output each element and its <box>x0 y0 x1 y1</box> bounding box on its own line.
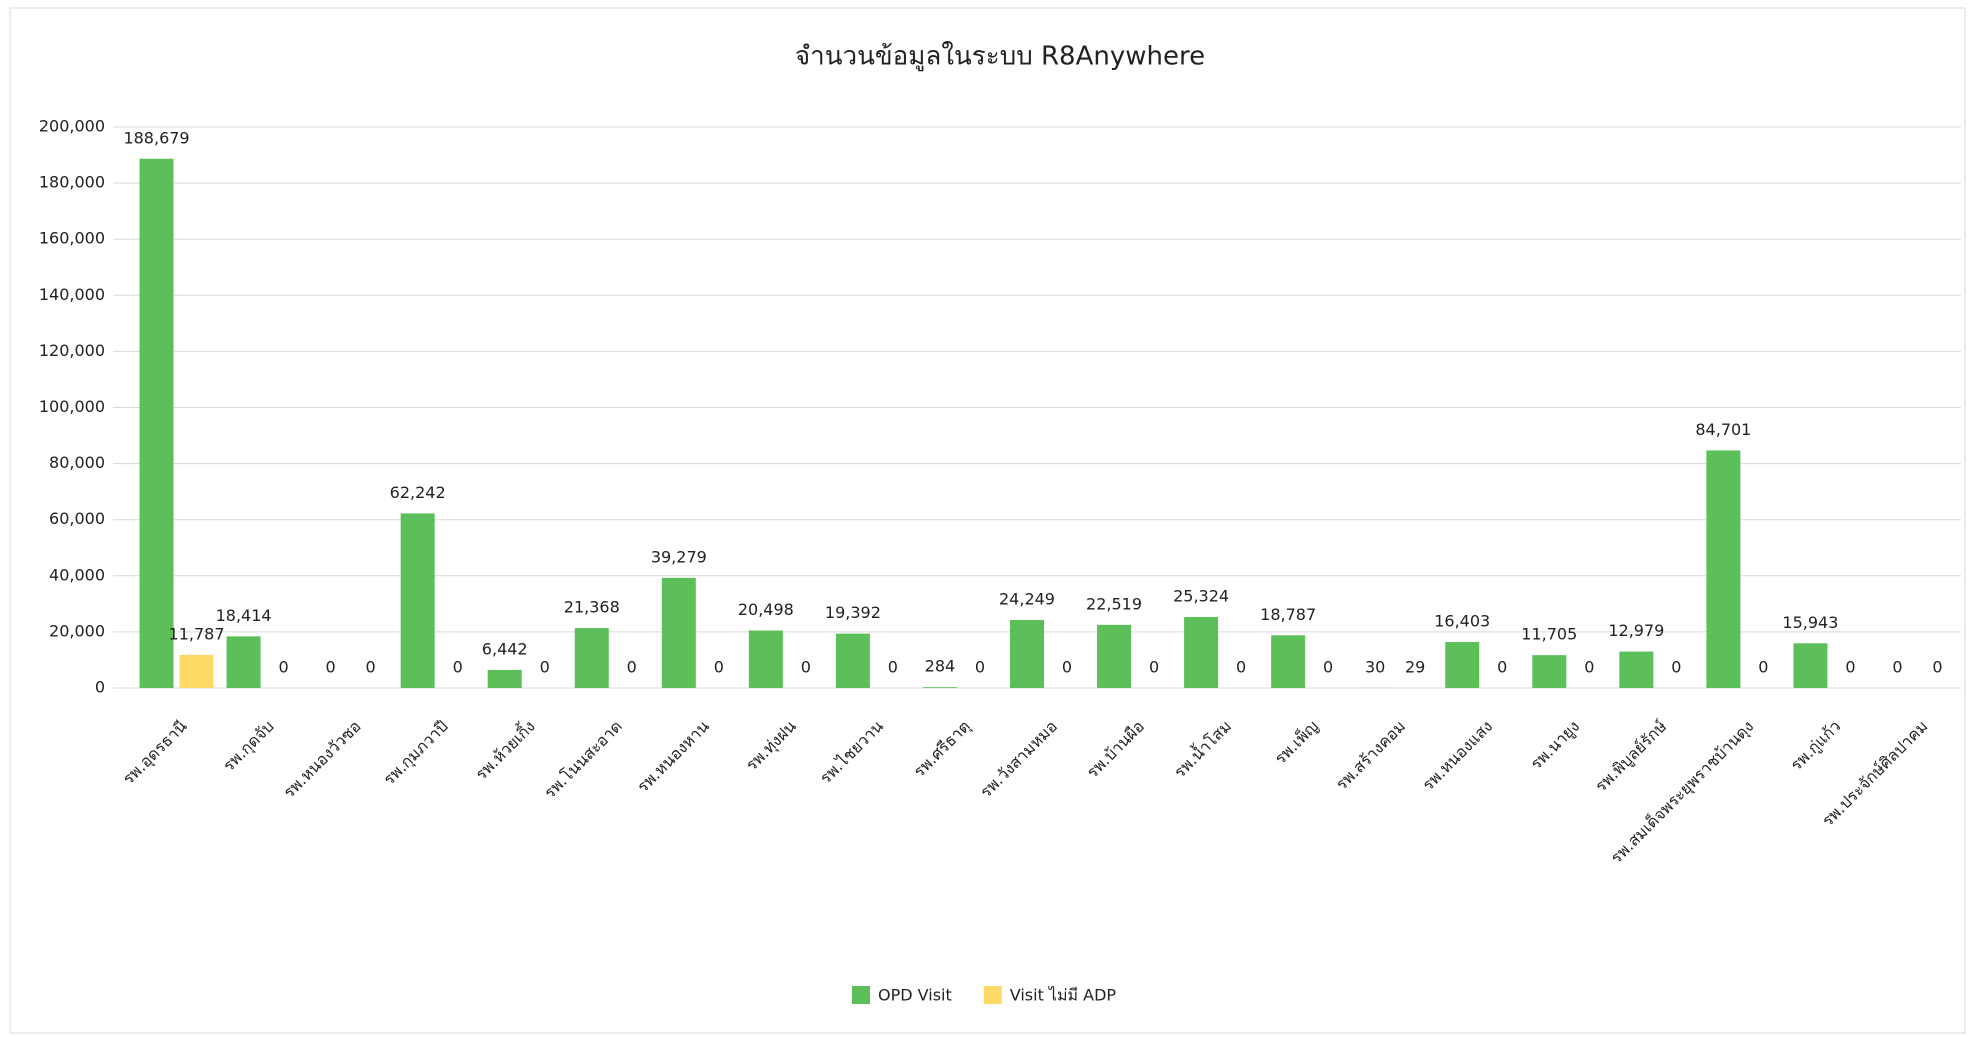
data-label: 0 <box>1845 658 1855 677</box>
data-label: 39,279 <box>651 547 707 566</box>
data-label: 0 <box>278 658 288 677</box>
data-label: 0 <box>1062 658 1072 677</box>
data-label: 0 <box>326 658 336 677</box>
data-label: 20,498 <box>738 600 794 619</box>
bar <box>1619 651 1654 688</box>
data-label: 0 <box>1671 658 1681 677</box>
y-tick-label: 60,000 <box>49 509 105 528</box>
bar <box>1097 624 1132 688</box>
bar <box>487 669 522 688</box>
y-tick-label: 180,000 <box>39 173 105 192</box>
bar <box>226 636 261 688</box>
data-label: 12,979 <box>1608 621 1664 640</box>
data-label: 0 <box>1236 658 1246 677</box>
legend-swatch <box>852 986 870 1004</box>
legend-label: OPD Visit <box>878 986 952 1005</box>
data-label: 0 <box>888 658 898 677</box>
legend-swatch <box>983 986 1002 1004</box>
data-label: 0 <box>714 658 724 677</box>
data-label: 62,242 <box>390 483 446 502</box>
bar <box>1271 635 1306 688</box>
data-label: 24,249 <box>999 589 1055 608</box>
bar <box>835 633 870 688</box>
data-label: 18,787 <box>1260 605 1316 624</box>
data-label: 0 <box>627 658 637 677</box>
data-label: 0 <box>1497 658 1507 677</box>
y-tick-label: 20,000 <box>49 621 105 640</box>
data-label: 0 <box>366 658 376 677</box>
data-label: 0 <box>540 658 550 677</box>
data-label: 0 <box>1758 658 1768 677</box>
data-label: 188,679 <box>123 128 189 147</box>
bar <box>661 577 696 688</box>
y-tick-label: 140,000 <box>39 285 105 304</box>
data-label: 11,705 <box>1521 625 1577 644</box>
data-label: 0 <box>1932 658 1942 677</box>
data-label: 25,324 <box>1173 586 1229 605</box>
bar <box>1793 643 1828 688</box>
data-label: 0 <box>453 658 463 677</box>
data-label: 30 <box>1365 657 1385 676</box>
data-label: 0 <box>1584 658 1594 677</box>
y-tick-label: 120,000 <box>39 341 105 360</box>
bar <box>748 630 783 688</box>
data-label: 6,442 <box>482 639 528 658</box>
y-tick-label: 100,000 <box>39 397 105 416</box>
bar <box>1010 619 1044 688</box>
data-label: 19,392 <box>825 603 881 622</box>
y-tick-label: 160,000 <box>39 229 105 248</box>
data-label: 84,701 <box>1695 420 1751 439</box>
data-label: 29 <box>1405 657 1425 676</box>
bar <box>1445 641 1480 688</box>
data-label: 16,403 <box>1434 611 1490 630</box>
bar <box>1532 655 1567 688</box>
y-tick-label: 40,000 <box>49 565 105 584</box>
y-tick-label: 0 <box>95 678 105 697</box>
chart-title: จำนวนข้อมูลในระบบ R8Anywhere <box>795 42 1205 72</box>
bar <box>1184 616 1219 688</box>
data-label: 15,943 <box>1782 613 1838 632</box>
bar <box>179 654 214 688</box>
bar <box>574 628 609 688</box>
data-label: 0 <box>1323 658 1333 677</box>
data-label: 21,368 <box>564 598 620 617</box>
data-label: 22,519 <box>1086 594 1142 613</box>
data-label: 284 <box>925 657 956 676</box>
bar <box>922 687 957 688</box>
data-label: 0 <box>1149 658 1159 677</box>
data-label: 11,787 <box>169 624 225 643</box>
y-tick-label: 200,000 <box>39 117 105 136</box>
data-label: 0 <box>801 658 811 677</box>
y-tick-label: 80,000 <box>49 453 105 472</box>
data-label: 18,414 <box>216 606 272 625</box>
legend-label: Visit ไม่มี ADP <box>1010 986 1117 1005</box>
bar <box>400 513 435 688</box>
data-label: 0 <box>1892 658 1902 677</box>
chart-frame <box>9 7 1966 1034</box>
data-label: 0 <box>975 658 985 677</box>
bar <box>1706 450 1741 688</box>
bar <box>139 158 174 689</box>
